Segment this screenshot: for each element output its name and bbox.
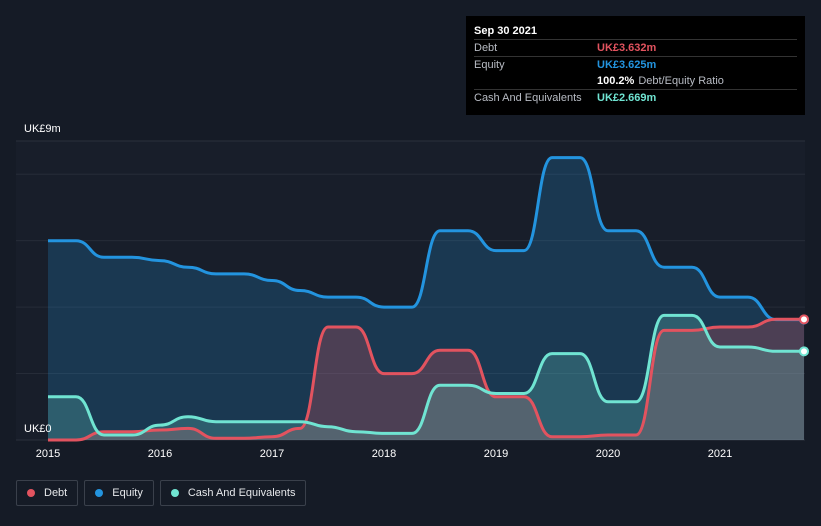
legend: Debt Equity Cash And Equivalents	[16, 480, 307, 506]
legend-item-cash[interactable]: Cash And Equivalents	[159, 480, 307, 506]
series-endpoints	[799, 314, 809, 357]
cash-and-equivalents-end-point	[799, 346, 809, 357]
tooltip-row-equity: Equity UK£3.625m	[474, 56, 797, 73]
debt-line	[48, 317, 804, 442]
series-lines	[47, 156, 804, 442]
legend-item-equity[interactable]: Equity	[84, 480, 154, 506]
x-tick-label: 2021	[708, 448, 732, 460]
tooltip-ratio-value: 100.2%	[597, 75, 635, 87]
x-tick-label: 2020	[596, 448, 620, 460]
cash-and-equivalents-line	[48, 313, 804, 437]
tooltip-equity-value: UK£3.625m	[597, 59, 657, 71]
tooltip-ratio-label: Debt/Equity Ratio	[638, 75, 724, 87]
equity-area	[48, 157, 804, 440]
x-tick-label: 2015	[36, 448, 60, 460]
debt-end-point	[799, 314, 809, 325]
equity-dot-icon	[95, 489, 104, 497]
x-tick-label: 2017	[260, 448, 284, 460]
tooltip-debt-value: UK£3.632m	[597, 42, 657, 54]
tooltip-row-debt: Debt UK£3.632m	[474, 39, 797, 56]
series-areas	[48, 157, 804, 440]
y-axis-top-label: UK£9m	[24, 123, 61, 135]
debt-dot-icon	[27, 489, 35, 497]
debt-area	[48, 319, 804, 440]
plot-background	[16, 141, 805, 440]
legend-label-equity: Equity	[112, 487, 143, 499]
x-tick-label: 2019	[484, 448, 508, 460]
x-tick-label: 2018	[372, 448, 396, 460]
tooltip-row-cash: Cash And Equivalents UK£2.669m	[474, 89, 797, 106]
tooltip-debt-label: Debt	[474, 42, 498, 54]
y-axis-bottom-label: UK£0	[24, 423, 52, 435]
tooltip-cash-value: UK£2.669m	[597, 92, 657, 104]
x-axis-ticks: 2015 2016 2017 2018 2019 2020 2021	[36, 448, 732, 460]
equity-line	[47, 156, 804, 322]
tooltip-equity-label: Equity	[474, 59, 505, 71]
legend-item-debt[interactable]: Debt	[16, 480, 79, 506]
tooltip-cash-label: Cash And Equivalents	[474, 92, 582, 104]
tooltip-panel: Sep 30 2021 Debt UK£3.632m Equity UK£3.6…	[466, 16, 805, 115]
cash-and-equivalents-area	[48, 315, 804, 440]
legend-label-cash: Cash And Equivalents	[187, 487, 296, 499]
x-tick-label: 2016	[148, 448, 172, 460]
cash-dot-icon	[170, 489, 179, 497]
legend-label-debt: Debt	[44, 487, 68, 499]
tooltip-row-ratio: 100.2% Debt/Equity Ratio	[474, 73, 797, 89]
tooltip-date: Sep 30 2021	[474, 25, 537, 37]
